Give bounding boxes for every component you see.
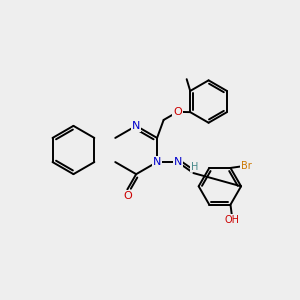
Text: N: N [173, 157, 182, 167]
Text: N: N [132, 121, 140, 131]
Text: O: O [123, 191, 132, 201]
Text: H: H [191, 162, 199, 172]
Text: O: O [173, 107, 182, 117]
Text: Br: Br [241, 161, 251, 172]
Text: N: N [153, 157, 161, 167]
Text: OH: OH [224, 215, 239, 225]
